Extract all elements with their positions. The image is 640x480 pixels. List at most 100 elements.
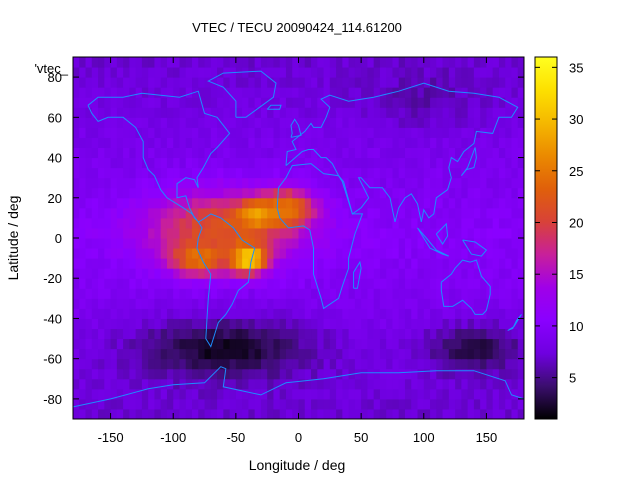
heatmap-cell: [298, 217, 306, 229]
heatmap-cell: [160, 197, 168, 209]
heatmap-cell: [85, 348, 93, 360]
heatmap-cell: [417, 338, 425, 350]
heatmap-cell: [492, 368, 500, 380]
heatmap-cell: [304, 177, 312, 189]
heatmap-cell: [348, 398, 356, 410]
heatmap-cell: [98, 308, 105, 319]
heatmap-cell: [73, 278, 80, 289]
heatmap-cell: [298, 338, 306, 350]
heatmap-cell: [154, 107, 162, 118]
heatmap-cell: [336, 147, 343, 159]
heatmap-cell: [386, 308, 393, 319]
heatmap-cell: [273, 107, 281, 118]
heatmap-cell: [398, 147, 406, 159]
heatmap-cell: [517, 187, 525, 199]
heatmap-cell: [361, 107, 368, 118]
heatmap-cell: [235, 187, 243, 199]
heatmap-cell: [317, 388, 325, 400]
heatmap-cell: [329, 348, 337, 360]
heatmap-cell: [173, 408, 180, 420]
heatmap-cell: [235, 248, 243, 259]
heatmap-cell: [486, 258, 494, 269]
heatmap-cell: [404, 408, 412, 420]
heatmap-cell: [354, 87, 362, 98]
heatmap-cell: [430, 408, 437, 420]
heatmap-cell: [361, 398, 368, 410]
heatmap-cell: [336, 378, 343, 390]
heatmap-cell: [361, 137, 368, 148]
heatmap-cell: [104, 147, 112, 159]
heatmap-cell: [267, 217, 274, 229]
heatmap-cell: [430, 238, 437, 249]
heatmap-cell: [511, 197, 519, 209]
heatmap-cell: [354, 77, 362, 88]
heatmap-cell: [367, 368, 375, 380]
heatmap-cell: [91, 67, 99, 78]
heatmap-cell: [223, 227, 231, 239]
heatmap-cell: [442, 378, 450, 390]
heatmap-cell: [154, 187, 162, 199]
heatmap-cell: [192, 207, 199, 219]
heatmap-cell: [98, 167, 105, 179]
heatmap-cell: [505, 248, 512, 259]
heatmap-cell: [185, 107, 193, 118]
heatmap-cell: [85, 298, 93, 309]
heatmap-cell: [248, 298, 256, 309]
heatmap-cell: [423, 87, 431, 98]
heatmap-cell: [367, 117, 375, 128]
heatmap-cell: [417, 57, 425, 68]
heatmap-cell: [210, 87, 218, 98]
heatmap-cell: [154, 157, 162, 169]
heatmap-cell: [517, 408, 525, 420]
heatmap-cell: [292, 338, 299, 350]
heatmap-cell: [492, 167, 500, 179]
heatmap-cell: [517, 258, 525, 269]
heatmap-cell: [498, 67, 506, 78]
heatmap-cell: [329, 308, 337, 319]
heatmap-cell: [511, 298, 519, 309]
heatmap-cell: [467, 318, 475, 329]
heatmap-cell: [179, 227, 187, 239]
heatmap-cell: [242, 157, 249, 169]
heatmap-cell: [386, 338, 393, 350]
heatmap-cell: [116, 398, 124, 410]
heatmap-cell: [342, 288, 350, 299]
heatmap-cell: [91, 338, 99, 350]
heatmap-cell: [304, 87, 312, 98]
heatmap-cell: [442, 97, 450, 108]
heatmap-cell: [317, 288, 325, 299]
heatmap-cell: [141, 238, 149, 249]
heatmap-cell: [461, 117, 469, 128]
heatmap-cell: [473, 248, 481, 259]
heatmap-cell: [517, 207, 525, 219]
heatmap-cell: [423, 107, 431, 118]
heatmap-cell: [367, 147, 375, 159]
heatmap-cell: [505, 258, 512, 269]
heatmap-cell: [242, 328, 249, 340]
heatmap-cell: [448, 238, 456, 249]
heatmap-cell: [373, 338, 381, 350]
heatmap-cell: [417, 157, 425, 169]
heatmap-cell: [336, 398, 343, 410]
heatmap-cell: [154, 298, 162, 309]
heatmap-cell: [248, 157, 256, 169]
heatmap-cell: [248, 308, 256, 319]
heatmap-cell: [354, 348, 362, 360]
heatmap-cell: [317, 147, 325, 159]
heatmap-cell: [361, 248, 368, 259]
heatmap-cell: [185, 308, 193, 319]
heatmap-cell: [436, 318, 444, 329]
heatmap-cell: [398, 87, 406, 98]
heatmap-cell: [436, 157, 444, 169]
heatmap-cell: [166, 288, 174, 299]
heatmap-cell: [223, 238, 231, 249]
heatmap-cell: [129, 398, 137, 410]
heatmap-cell: [279, 288, 287, 299]
heatmap-cell: [223, 157, 231, 169]
heatmap-cell: [229, 217, 237, 229]
heatmap-cell: [223, 77, 231, 88]
heatmap-cell: [498, 368, 506, 380]
heatmap-cell: [179, 197, 187, 209]
heatmap-cell: [379, 378, 387, 390]
coastline: [507, 314, 522, 331]
